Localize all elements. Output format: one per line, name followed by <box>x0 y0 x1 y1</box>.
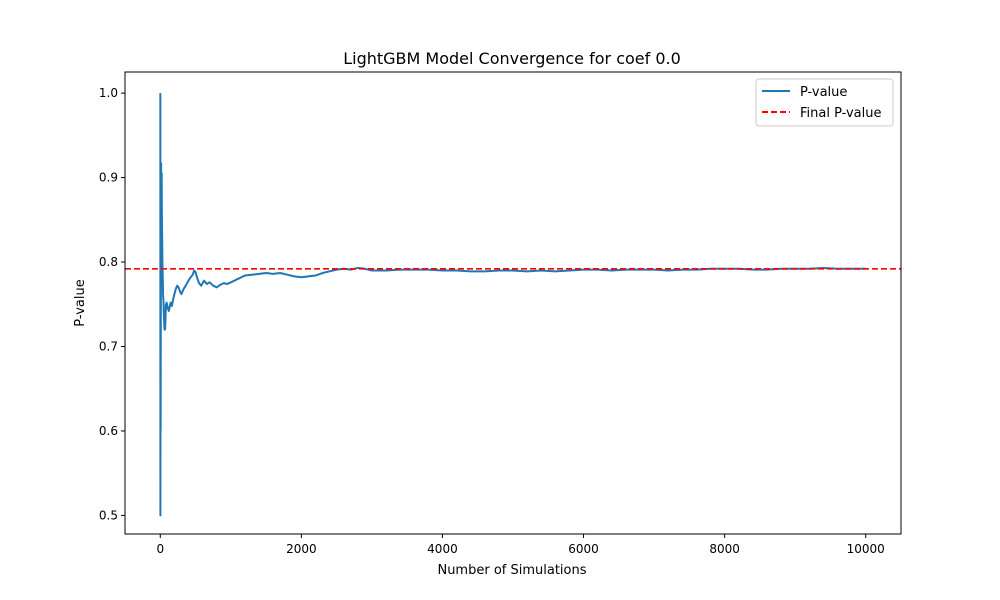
x-tick-label: 0 <box>156 542 164 556</box>
series-layer <box>125 93 901 517</box>
x-tick-label: 2000 <box>286 542 317 556</box>
x-tick-label: 10000 <box>847 542 885 556</box>
y-tick-label: 0.5 <box>99 508 118 522</box>
x-tick-label: 4000 <box>427 542 458 556</box>
y-tick-label: 1.0 <box>99 86 118 100</box>
chart-title: LightGBM Model Convergence for coef 0.0 <box>343 49 681 68</box>
y-axis-label: P-value <box>73 279 88 326</box>
legend-label-final-p-value: Final P-value <box>800 106 882 121</box>
x-axis-ticks: 0 2000 4000 6000 8000 10000 <box>156 534 885 556</box>
y-tick-label: 0.6 <box>99 424 118 438</box>
legend: P-value Final P-value <box>755 78 894 127</box>
y-axis-ticks: 0.5 0.6 0.7 0.8 0.9 1.0 <box>99 86 125 522</box>
y-tick-label: 0.9 <box>99 171 118 185</box>
x-axis-label: Number of Simulations <box>437 563 586 578</box>
legend-box <box>755 78 894 127</box>
plot-area <box>125 93 901 517</box>
series-line-p-value <box>159 93 866 517</box>
y-tick-label: 0.8 <box>99 255 118 269</box>
legend-label-p-value: P-value <box>800 85 847 100</box>
x-tick-label: 6000 <box>568 542 599 556</box>
plot-frame <box>124 71 902 535</box>
x-tick-label: 8000 <box>709 542 740 556</box>
y-tick-label: 0.7 <box>99 339 118 353</box>
